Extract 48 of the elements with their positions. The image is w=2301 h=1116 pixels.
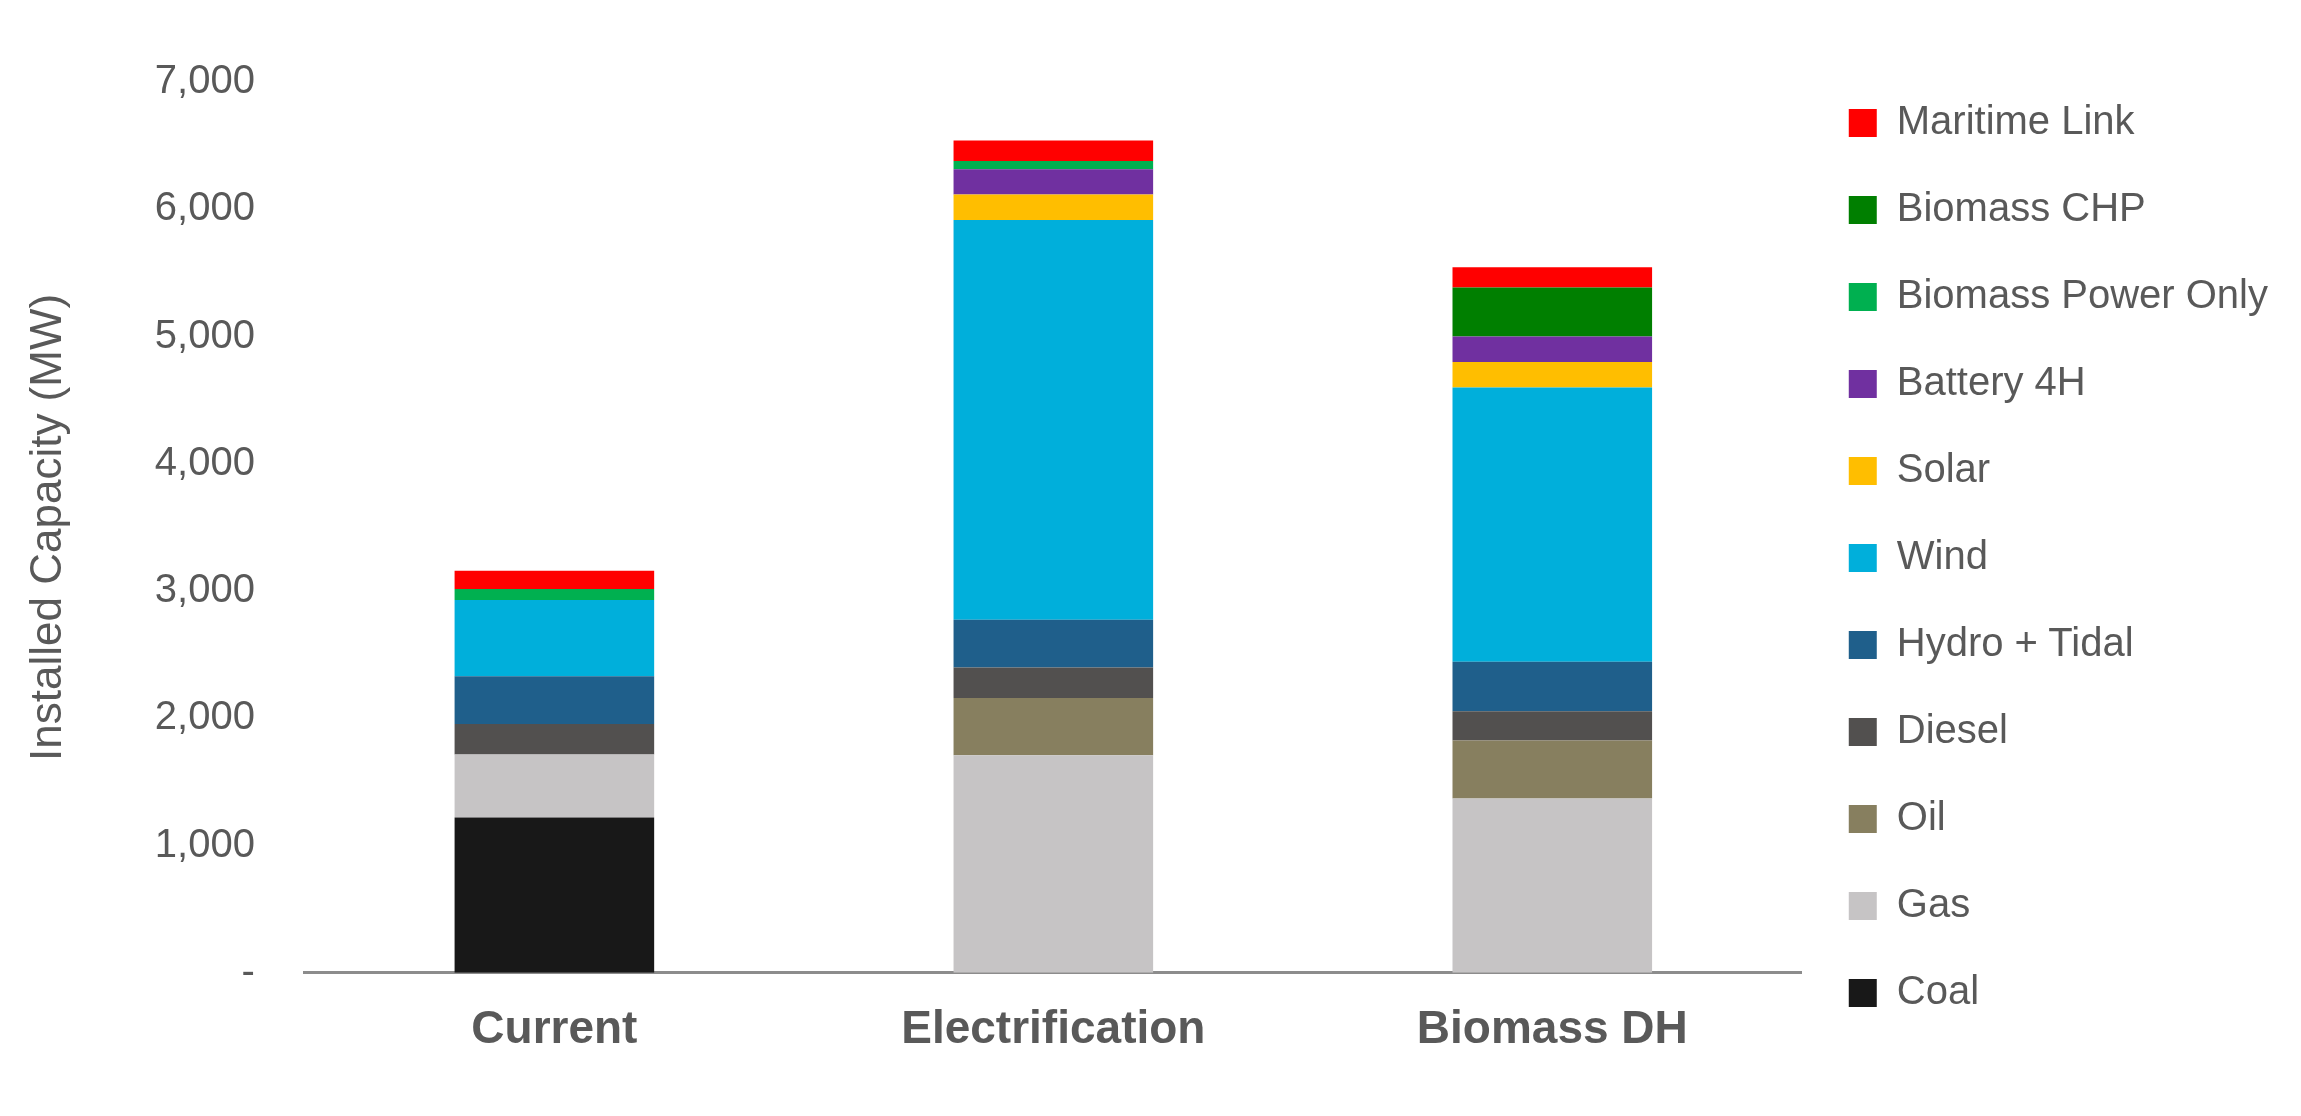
bar [454,599,655,677]
bar [1452,267,1653,288]
legend-label: Diesel [1896,707,2008,752]
bar [454,570,655,590]
bar [1452,661,1653,712]
y-tick-label: 3,000 [154,566,255,611]
bar [953,220,1154,620]
bar [1452,387,1653,662]
bar [454,676,655,725]
y-tick-label: 7,000 [154,57,255,102]
bar [953,755,1154,973]
legend-label: Solar [1896,446,1991,491]
y-tick-label: 2,000 [154,693,255,738]
bar [953,697,1154,756]
bar [1452,740,1653,799]
y-tick-label: 1,000 [154,820,255,865]
bar [953,140,1154,161]
bar [953,667,1154,698]
bar [1452,287,1653,337]
legend-label: Gas [1896,881,1971,926]
legend-label: Battery 4H [1896,359,2086,404]
y-tick-label: 4,000 [154,438,255,483]
bar [1452,711,1653,741]
bar [953,160,1154,170]
y-axis-title: Installed Capacity (MW) [20,293,70,761]
legend-label: Coal [1896,968,1980,1013]
bar [454,589,655,600]
legend-label: Biomass Power Only [1896,272,2268,317]
bar [953,169,1154,195]
y-tick-label: 6,000 [154,184,255,229]
x-tick-label: Biomass DH [1416,1001,1688,1054]
x-tick-label: Electrification [901,1001,1206,1054]
x-tick-label: Current [471,1001,638,1054]
bar [454,724,655,755]
legend-label: Maritime Link [1896,98,2136,143]
legend-label: Wind [1896,533,1988,578]
bar [1452,336,1653,362]
bar [1452,361,1653,388]
bar [454,817,655,973]
legend-label: Oil [1896,794,1946,839]
bar [953,619,1154,668]
bar [454,754,655,818]
bar [953,194,1154,221]
y-tick-label: 5,000 [154,311,255,356]
legend-label: Biomass CHP [1896,185,2146,230]
bar [1452,798,1653,973]
legend-label: Hydro + Tidal [1896,620,2134,665]
y-tick-label: - [241,947,255,992]
